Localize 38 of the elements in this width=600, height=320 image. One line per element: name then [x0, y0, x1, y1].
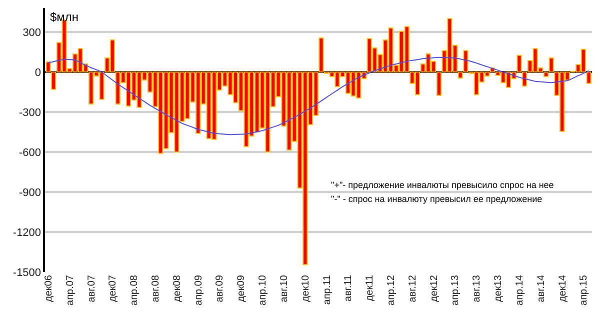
x-tick-label: авг.11: [343, 274, 354, 302]
x-tick-label: авг.09: [214, 274, 226, 302]
y-tick-label: -300: [19, 106, 42, 119]
x-tick-label: апр.15: [578, 274, 590, 306]
x-tick-label: авг.08: [150, 274, 162, 302]
y-axis-title: $млн: [50, 10, 79, 24]
x-tick-label: дек09: [236, 274, 248, 302]
x-tick-label: авг.14: [536, 274, 547, 302]
x-tick-label: апр.07: [64, 274, 76, 306]
bar: [586, 72, 592, 84]
x-tick-label: дек08: [172, 274, 183, 302]
line-series: [48, 56, 590, 136]
x-tick-label: дек10: [300, 274, 312, 302]
x-tick-label: апр.09: [193, 274, 204, 306]
y-tick-label: -900: [19, 186, 42, 199]
annotation: "+"- предложение инвалюты превысило спрос на нее: [331, 180, 554, 190]
x-tick-label: апр.14: [514, 274, 526, 306]
x-tick-label: авг.10: [278, 274, 290, 302]
x-tick-label: авг.07: [86, 274, 98, 302]
y-tick-label: -1500: [12, 266, 42, 279]
x-tick-label: апр.08: [129, 274, 140, 306]
x-tick-label: дек11: [364, 274, 376, 302]
x-tick-label: дек12: [428, 274, 440, 302]
x-tick-label: дек13: [493, 274, 504, 302]
x-tick-label: дек07: [108, 274, 119, 302]
y-tick-label: 300: [22, 26, 42, 39]
y-tick-label: 0: [34, 66, 42, 79]
annotation: "-" - спрос на инвалюту превысил ее предложение: [331, 194, 542, 204]
x-tick-label: дек14: [557, 274, 568, 302]
x-tick-label: авг.12: [407, 274, 418, 302]
x-tick-label: апр.13: [450, 274, 462, 306]
y-tick-label: -600: [19, 146, 42, 159]
x-tick-label: апр.12: [386, 274, 398, 306]
x-tick-label: дек06: [43, 274, 54, 302]
x-tick-label: апр.10: [258, 274, 269, 306]
x-tick-label: апр.11: [322, 274, 333, 305]
x-tick-label: авг.13: [472, 274, 483, 302]
y-tick-label: -1200: [12, 226, 42, 239]
